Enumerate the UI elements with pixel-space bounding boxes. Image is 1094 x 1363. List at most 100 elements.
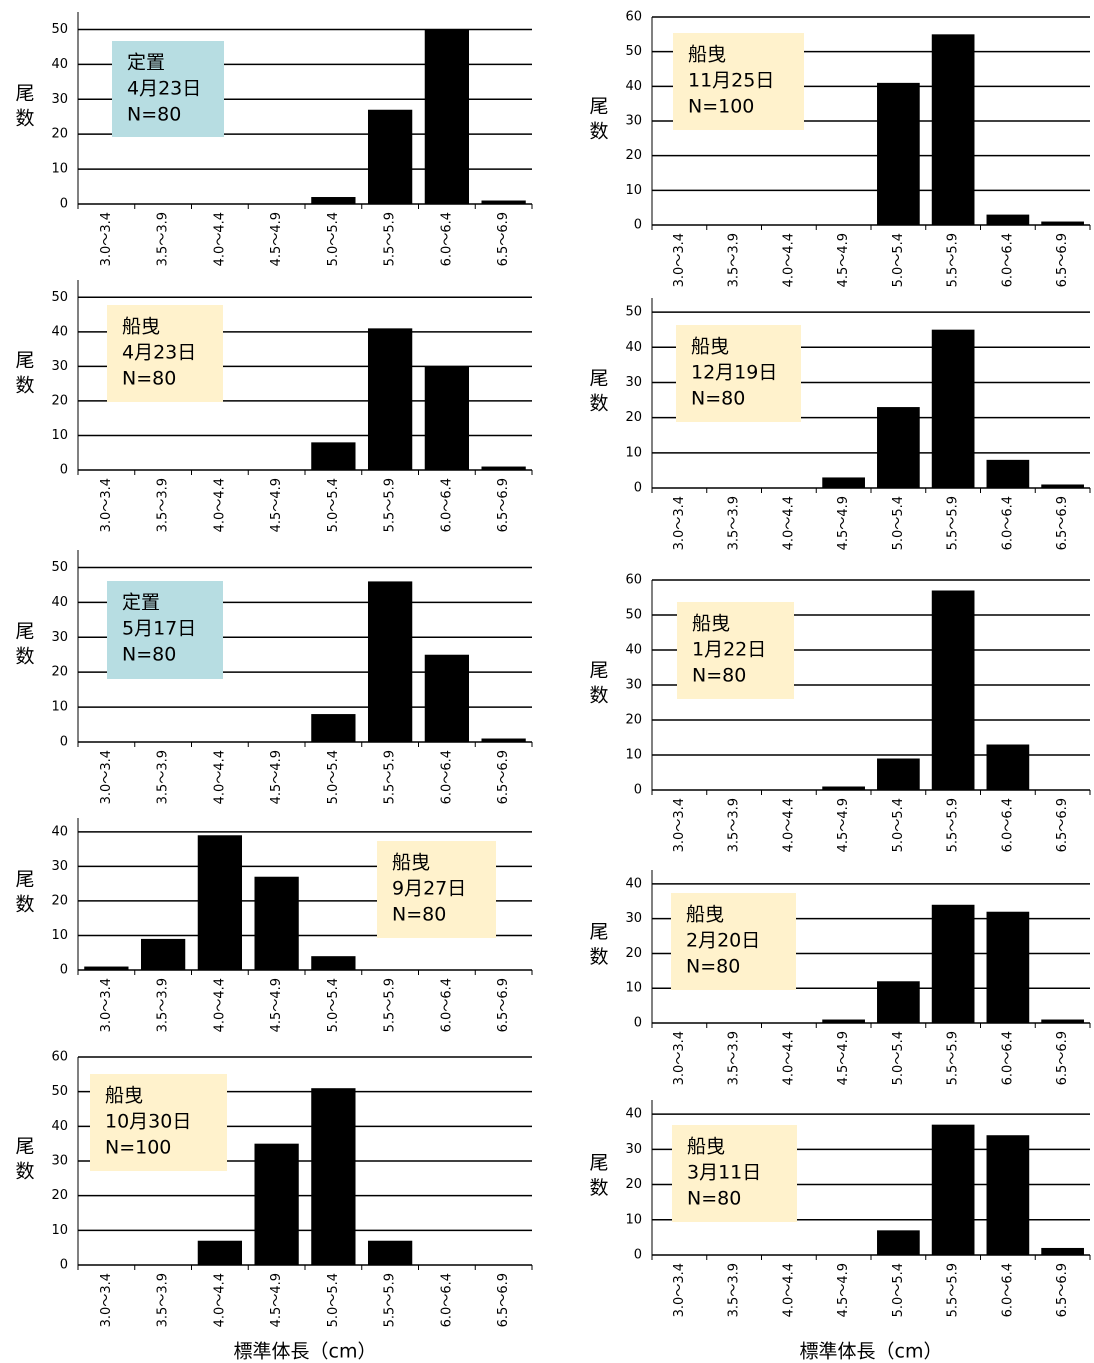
x-tick-label: 3.5～3.9: [727, 798, 742, 852]
annotation-text: 3月11日: [687, 1162, 761, 1184]
bar: [311, 1088, 356, 1265]
x-tick-label: 5.5～5.9: [946, 1263, 961, 1317]
x-tick-label: 4.5～4.9: [836, 1263, 851, 1317]
histogram-panel: 0 10 20 30 40 50 尾数 3.0～3.4 3.5～3.9 4.0～4.4 4.5～4.…: [13, 550, 533, 804]
annotation-text: N=80: [687, 1188, 741, 1210]
annotation-text: 船曳: [687, 1136, 725, 1158]
bar: [877, 1230, 920, 1255]
y-tick-label: 40: [51, 824, 68, 839]
bar: [311, 197, 356, 204]
x-tick-label: 3.5～3.9: [156, 750, 171, 804]
bar: [986, 911, 1030, 1023]
annotation-box: [676, 325, 801, 422]
x-tick-label: 4.0～4.4: [781, 798, 796, 852]
y-tick-label: 50: [625, 608, 642, 623]
x-tick-label: 4.5～4.9: [269, 1273, 284, 1327]
x-tick-label: 4.5～4.9: [269, 978, 284, 1032]
y-tick-label: 10: [51, 162, 68, 177]
x-tick-label: 6.5～6.9: [1055, 233, 1070, 287]
bar: [367, 581, 413, 742]
x-tick-label: 6.0～6.4: [1000, 496, 1015, 550]
x-tick-label: 5.0～5.4: [326, 478, 341, 532]
y-tick-label: 30: [625, 114, 642, 129]
bar: [481, 466, 526, 470]
bar: [424, 654, 470, 742]
y-tick-label: 50: [51, 22, 68, 37]
annotation-text: 船曳: [105, 1085, 143, 1107]
x-tick-label: 3.0～3.4: [99, 978, 114, 1032]
bar: [197, 1240, 243, 1265]
x-tick-label: 6.5～6.9: [1055, 798, 1070, 852]
annotation-box: [673, 33, 804, 130]
x-tick-label: 5.0～5.4: [891, 496, 906, 550]
x-axis-label: 標準体長（cm）: [234, 1341, 377, 1363]
x-tick-label: 4.0～4.4: [212, 478, 227, 532]
y-tick-label: 0: [60, 735, 68, 750]
y-tick-label: 10: [625, 748, 642, 763]
x-tick-label: 5.0～5.4: [326, 212, 341, 266]
y-tick-label: 0: [634, 218, 642, 233]
histogram-panel: 0 10 20 30 40 尾数 3.0～3.4 3.5～3.9 4.0～4.4 4.5～4.9 5…: [587, 870, 1091, 1085]
annotation-text: 4月23日: [127, 78, 201, 100]
y-tick-label: 40: [51, 1119, 68, 1134]
y-tick-label: 0: [634, 481, 642, 496]
annotation-text: N=100: [105, 1137, 171, 1159]
bar: [822, 786, 865, 790]
x-tick-label: 4.0～4.4: [781, 233, 796, 287]
annotation-box: [677, 602, 794, 699]
annotation-box: [377, 841, 496, 938]
annotation-text: 2月20日: [686, 930, 760, 952]
bar: [931, 904, 975, 1023]
annotation-box: [107, 305, 223, 402]
y-tick-label: 10: [625, 981, 642, 996]
x-tick-label: 6.0～6.4: [439, 750, 454, 804]
y-axis-label: 尾数: [13, 869, 35, 919]
x-tick-label: 6.0～6.4: [439, 212, 454, 266]
bar: [822, 1019, 865, 1023]
y-tick-label: 20: [51, 127, 68, 142]
annotation-text: 船曳: [122, 316, 160, 338]
bar: [986, 744, 1030, 790]
x-tick-label: 5.5～5.9: [383, 478, 398, 532]
bar: [367, 328, 413, 470]
x-tick-label: 4.0～4.4: [212, 212, 227, 266]
x-tick-label: 6.0～6.4: [439, 978, 454, 1032]
x-tick-label: 4.5～4.9: [269, 212, 284, 266]
annotation-text: N=80: [691, 388, 745, 410]
x-axis-label: 標準体長（cm）: [800, 1341, 943, 1363]
bar: [84, 966, 129, 970]
y-tick-label: 20: [625, 946, 642, 961]
annotation-text: N=80: [127, 104, 181, 126]
y-axis-label: 尾数: [587, 922, 609, 972]
y-tick-label: 40: [625, 340, 642, 355]
y-tick-label: 30: [625, 375, 642, 390]
x-tick-label: 4.5～4.9: [836, 496, 851, 550]
x-tick-label: 5.5～5.9: [946, 798, 961, 852]
bar: [311, 714, 356, 742]
x-tick-label: 5.5～5.9: [946, 1031, 961, 1085]
y-axis-label: 尾数: [13, 621, 35, 671]
y-axis-label: 尾数: [587, 96, 609, 146]
y-tick-label: 20: [51, 665, 68, 680]
x-tick-label: 4.0～4.4: [781, 496, 796, 550]
y-axis-label: 尾数: [587, 660, 609, 710]
x-tick-label: 6.5～6.9: [496, 978, 511, 1032]
y-tick-label: 0: [60, 963, 68, 978]
y-tick-label: 50: [51, 560, 68, 575]
bar: [1041, 484, 1084, 488]
x-tick-label: 5.0～5.4: [891, 233, 906, 287]
y-tick-label: 40: [51, 57, 68, 72]
y-tick-label: 50: [51, 290, 68, 305]
y-tick-label: 10: [625, 183, 642, 198]
x-tick-label: 4.0～4.4: [212, 750, 227, 804]
bar: [197, 835, 243, 970]
y-tick-label: 0: [634, 1016, 642, 1031]
histogram-panel: 0 10 20 30 40 50 尾数 3.0～3.4 3.5～3.9 4.0～4.4 4.5～4.…: [13, 12, 533, 266]
x-tick-label: 3.5～3.9: [156, 978, 171, 1032]
x-tick-label: 3.0～3.4: [672, 233, 687, 287]
bar: [1041, 1019, 1084, 1023]
y-axis-label: 尾数: [13, 350, 35, 400]
y-tick-label: 40: [625, 643, 642, 658]
x-tick-label: 5.5～5.9: [383, 1273, 398, 1327]
bar: [986, 1135, 1030, 1255]
